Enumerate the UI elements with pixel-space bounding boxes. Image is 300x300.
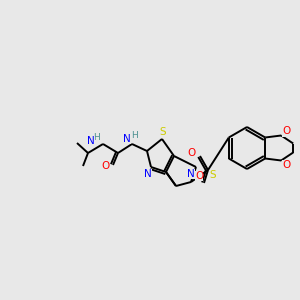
Text: N: N — [87, 136, 95, 146]
Text: O: O — [282, 127, 290, 136]
Text: O: O — [195, 171, 203, 181]
Text: S: S — [160, 127, 166, 137]
Text: N: N — [144, 169, 152, 179]
Text: O: O — [187, 148, 195, 158]
Text: H: H — [130, 131, 137, 140]
Text: N: N — [187, 169, 195, 179]
Text: O: O — [282, 160, 290, 170]
Text: O: O — [101, 161, 109, 171]
Text: N: N — [123, 134, 131, 144]
Text: H: H — [94, 134, 100, 142]
Text: S: S — [210, 170, 216, 180]
